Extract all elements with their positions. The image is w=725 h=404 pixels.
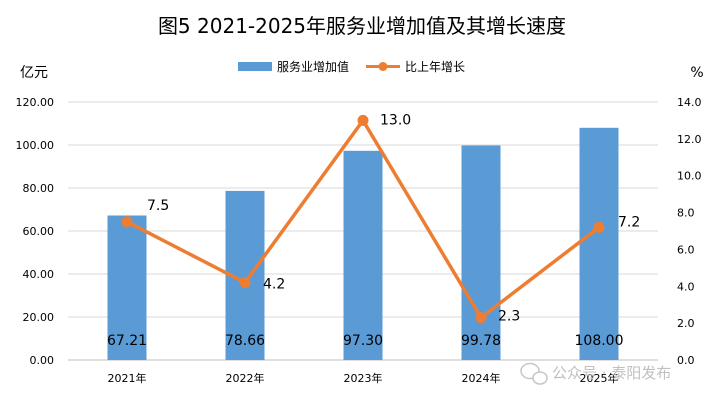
watermark-text: 公众号 · 泰阳发布 [552, 364, 671, 382]
x-tick-label: 2023年 [344, 371, 383, 385]
bar-data-label: 97.30 [343, 333, 383, 349]
line-data-label: 7.2 [618, 214, 640, 230]
bar [107, 215, 147, 360]
line-point [593, 221, 605, 233]
legend: 服务业增加值 比上年增长 [238, 59, 465, 74]
legend-swatch-bar [238, 62, 272, 71]
y-right-tick-label: 10.0 [677, 170, 702, 183]
line-point [121, 216, 133, 228]
y-left-tick-label: 120.00 [16, 96, 55, 109]
y-left-tick-label: 60.00 [23, 225, 55, 238]
y-left-tick-label: 40.00 [23, 268, 55, 281]
line-series: 7.5 4.2 13.0 2.3 7.2 [121, 112, 640, 325]
bar-data-label: 78.66 [225, 333, 265, 349]
y-right-tick-label: 0.0 [677, 354, 695, 367]
wechat-icon [520, 362, 548, 385]
x-tick-label: 2022年 [226, 371, 265, 385]
bar-data-label: 67.21 [107, 333, 147, 349]
y-left-tick-label: 80.00 [23, 182, 55, 195]
y-right-axis-label: % [690, 65, 703, 81]
y-right-tick-label: 6.0 [677, 243, 695, 256]
bar [343, 150, 383, 360]
y-left-axis-label: 亿元 [20, 65, 48, 81]
bar-data-label: 108.00 [575, 333, 624, 349]
watermark: 公众号 · 泰阳发布 [520, 362, 671, 385]
y-right-tick-label: 14.0 [677, 96, 702, 109]
y-left-axis: 0.00 20.00 40.00 60.00 80.00 100.00 120.00 [16, 96, 55, 367]
line-point [475, 312, 487, 324]
line-data-label: 13.0 [380, 112, 411, 128]
bar [579, 127, 619, 360]
y-right-axis: 0.0 2.0 4.0 6.0 8.0 10.0 12.0 14.0 [677, 96, 702, 367]
x-axis: 2021年 2022年 2023年 2024年 2025年 [108, 371, 619, 385]
chart-title: 图5 2021-2025年服务业增加值及其增长速度 [158, 14, 566, 38]
bar-data-label: 99.78 [461, 333, 501, 349]
bar [461, 145, 501, 360]
legend-label-bar: 服务业增加值 [277, 59, 349, 74]
line-data-label: 2.3 [498, 309, 520, 325]
legend-marker-line [378, 62, 388, 71]
y-left-tick-label: 0.00 [30, 354, 55, 367]
y-right-tick-label: 4.0 [677, 280, 695, 293]
legend-label-line: 比上年增长 [405, 60, 465, 74]
bar-series: 67.21 78.66 97.30 99.78 108.00 [107, 127, 624, 360]
y-right-tick-label: 8.0 [677, 207, 695, 220]
y-left-tick-label: 100.00 [16, 139, 55, 152]
y-right-tick-label: 2.0 [677, 317, 695, 330]
y-right-tick-label: 12.0 [677, 133, 702, 146]
x-tick-label: 2021年 [108, 371, 147, 385]
x-tick-label: 2025年 [580, 371, 619, 385]
x-tick-label: 2024年 [462, 371, 501, 385]
y-left-tick-label: 20.00 [23, 311, 55, 324]
line-point [357, 114, 369, 126]
line-data-label: 4.2 [263, 277, 285, 293]
line-data-label: 7.5 [147, 198, 169, 214]
line-point [239, 277, 251, 289]
